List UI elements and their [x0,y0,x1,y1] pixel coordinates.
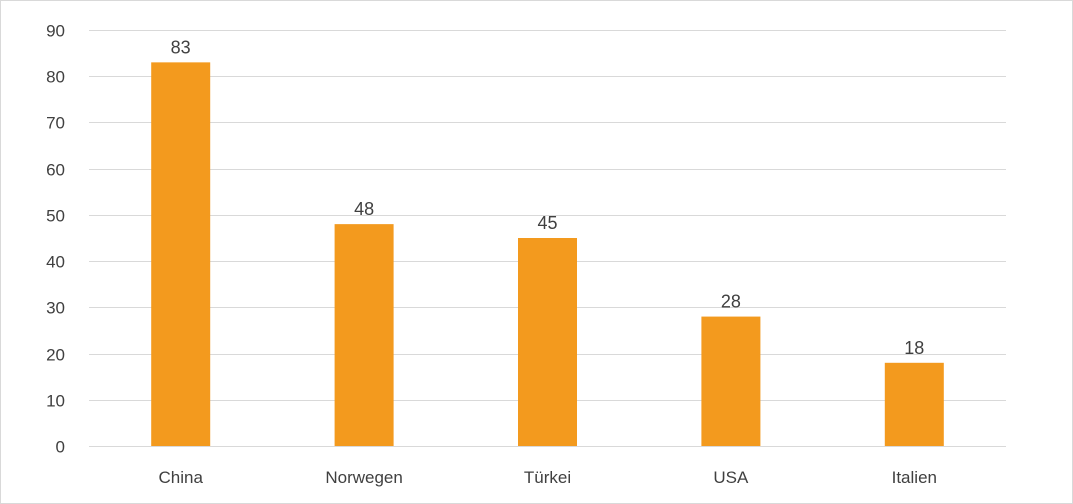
y-tick-label: 40 [46,253,65,272]
y-tick-label: 90 [46,22,65,41]
bars [151,62,944,446]
y-tick-label: 10 [46,392,65,411]
x-axis-ticks: China Norwegen Türkei USA Italien [158,468,936,487]
y-axis-ticks: 0 10 20 30 40 50 60 70 80 90 [46,22,65,457]
data-label: 18 [904,338,924,358]
bar-china [151,62,211,446]
x-tick-label: Norwegen [325,468,403,487]
data-label: 83 [171,37,191,57]
bar-usa [701,316,761,446]
y-tick-label: 60 [46,161,65,180]
bar-türkei [518,238,577,446]
bar-italien [884,362,944,446]
y-tick-label: 50 [46,207,65,226]
data-label: 45 [537,213,557,233]
x-tick-label: Türkei [524,468,571,487]
y-tick-label: 80 [46,68,65,87]
y-tick-label: 20 [46,346,65,365]
x-tick-label: Italien [892,468,937,487]
y-tick-label: 0 [56,438,65,457]
data-label: 28 [721,292,741,312]
data-label: 48 [354,199,374,219]
x-tick-label: China [158,468,203,487]
x-tick-label: USA [713,468,749,487]
y-tick-label: 30 [46,299,65,318]
y-tick-label: 70 [46,114,65,133]
bar-norwegen [334,224,394,446]
data-labels: 83 48 45 28 18 [171,37,925,357]
